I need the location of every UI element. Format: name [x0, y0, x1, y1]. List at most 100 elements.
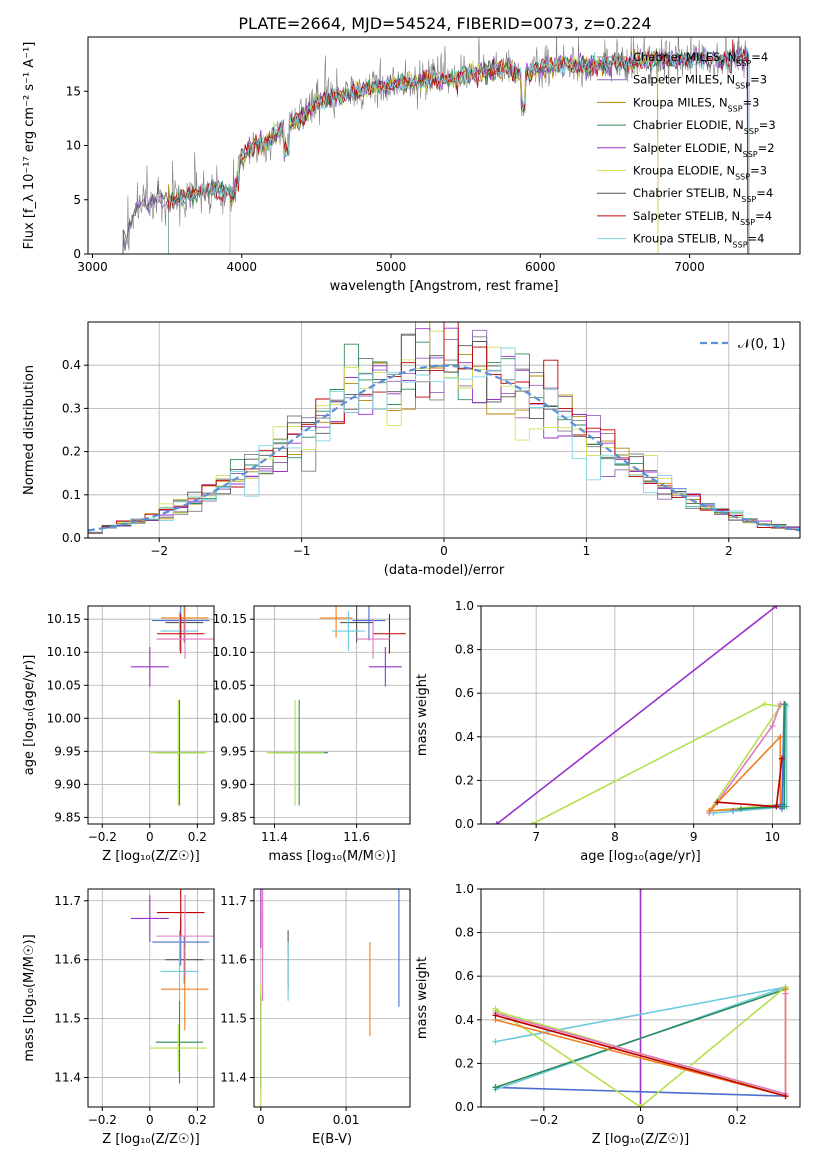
y-tick-label: 0.0 — [455, 817, 474, 831]
chart-residuals: −2 −1 0 1 2 0.0 0.1 0.2 0.3 0.4 (data-model)/error… — [22, 321, 801, 578]
chart-mass_vs_Z: −0.2 0 0.2 11.4 11.5 11.6 11.7 Z [log₁₀(Z/Z☉)] m… — [22, 888, 215, 1147]
y-tick-label: 0.4 — [455, 1013, 474, 1027]
weight-line — [495, 1014, 786, 1097]
axes-frame — [253, 605, 411, 825]
weight-line — [495, 1086, 786, 1097]
y-tick-label: 11.6 — [54, 953, 81, 967]
y-tick-label: 15 — [66, 84, 81, 98]
x-tick-label: −0.2 — [529, 1113, 558, 1127]
y-tick-label: 9.90 — [54, 777, 81, 791]
weight-marker — [493, 821, 500, 824]
x-axis-label: wavelength [Angstrom, rest frame] — [330, 279, 559, 294]
weight-marker — [637, 1104, 644, 1107]
y-tick-label: 11.7 — [220, 894, 247, 908]
weight-marker — [492, 1012, 499, 1019]
y-tick-label: 1.0 — [455, 882, 474, 896]
x-tick-label: 0 — [257, 1113, 265, 1127]
weight-marker — [782, 701, 789, 708]
weight-marker — [714, 799, 721, 806]
weight-marker — [777, 733, 784, 740]
weight-marker — [529, 821, 536, 824]
x-tick-label: 11.6 — [343, 830, 370, 844]
weight-line — [708, 734, 782, 812]
weight-marker — [778, 755, 785, 762]
x-axis-label: age [log₁₀(age/yr)] — [580, 849, 701, 864]
y-tick-label: 11.5 — [220, 1012, 247, 1026]
y-tick-label: 0 — [73, 247, 81, 261]
y-axis-label: Normed distribution — [22, 365, 37, 495]
axes-frame — [253, 888, 411, 1108]
plot-area — [122, 37, 750, 254]
y-tick-label: 0.6 — [455, 969, 474, 983]
plot-area — [130, 606, 214, 806]
y-tick-label: 9.85 — [54, 810, 81, 824]
x-tick-label: 2 — [725, 544, 733, 558]
weight-line — [713, 706, 788, 814]
x-tick-label: −1 — [293, 544, 311, 558]
y-tick-label: 9.95 — [220, 744, 247, 758]
legend-entry: Chabrier MILES, NSSP=4 — [633, 50, 768, 68]
axes-frame — [87, 888, 215, 1108]
y-tick-label: 0.2 — [455, 1056, 474, 1070]
chart-spectrum: 3000 4000 5000 6000 7000 0 5 10 15 wavelength [An… — [22, 36, 801, 294]
weight-marker — [710, 810, 717, 817]
x-tick-label: 0.2 — [728, 1113, 747, 1127]
x-axis-label: mass [log₁₀(M/M☉)] — [268, 849, 395, 864]
legend-entry: 𝒩(0, 1) — [738, 337, 785, 352]
x-axis-label: (data-model)/error — [384, 563, 505, 578]
y-tick-label: 0.0 — [455, 1100, 474, 1114]
weight-marker — [773, 606, 780, 609]
legend-entry: Kroupa STELIB, NSSP=4 — [633, 232, 764, 250]
chart-mass_vs_EBV: 0 0.01 11.4 11.5 11.6 11.7 E(B-V) — [220, 888, 411, 1147]
x-tick-label: 0 — [146, 1113, 154, 1127]
weight-marker — [492, 1084, 499, 1091]
weight-line — [531, 703, 782, 824]
y-tick-label: 0.0 — [62, 531, 81, 545]
weight-marker — [737, 805, 744, 812]
y-tick-label: 0.8 — [455, 926, 474, 940]
y-tick-label: 0.4 — [455, 730, 474, 744]
weight-marker — [761, 701, 768, 708]
weight-marker — [769, 722, 776, 729]
x-tick-label: 0 — [637, 1113, 645, 1127]
x-tick-label: 4000 — [226, 260, 257, 274]
axes-frame — [87, 605, 215, 825]
x-tick-label: 3000 — [77, 260, 108, 274]
x-tick-label: 6000 — [525, 260, 556, 274]
y-tick-label: 10.15 — [213, 612, 247, 626]
y-tick-label: 10.10 — [47, 645, 81, 659]
legend-entry: Salpeter MILES, NSSP=3 — [633, 73, 767, 91]
y-axis-label: age [log₁₀(age/yr)] — [22, 655, 37, 776]
chart-weight_vs_age: 7 8 9 10 0.0 0.2 0.4 0.6 0.8 1.0 age [log₁₀(age/yr… — [415, 599, 801, 864]
y-tick-label: 0.6 — [455, 686, 474, 700]
x-axis-label: Z [log₁₀(Z/Z☉)] — [102, 1132, 199, 1147]
legend-entry: Chabrier STELIB, NSSP=4 — [633, 186, 773, 204]
y-tick-label: 0.4 — [62, 358, 81, 372]
y-tick-label: 11.6 — [220, 953, 247, 967]
plot-area — [260, 889, 400, 1107]
y-axis-label: mass weight — [415, 957, 430, 1039]
x-axis-label: Z [log₁₀(Z/Z☉)] — [102, 849, 199, 864]
y-tick-label: 11.4 — [54, 1071, 81, 1085]
x-tick-label: 9 — [690, 830, 698, 844]
weight-line — [496, 606, 777, 824]
weight-line — [732, 704, 785, 812]
axes-frame — [480, 605, 801, 825]
y-tick-label: 10.15 — [47, 612, 81, 626]
x-tick-label: 0 — [440, 544, 448, 558]
x-tick-label: 0.2 — [188, 1113, 207, 1127]
chart-age_vs_mass: 11.4 11.6 9.85 9.90 9.95 10.00 10.05 10.10 10.15… — [213, 605, 411, 864]
legend-entry: Kroupa ELODIE, NSSP=3 — [633, 164, 767, 182]
x-axis-label: Z [log₁₀(Z/Z☉)] — [592, 1132, 689, 1147]
x-tick-label: −2 — [150, 544, 168, 558]
chart-age_vs_Z: −0.2 0 0.2 9.85 9.90 9.95 10.00 10.05 10.10 10.15… — [22, 605, 215, 864]
legend-entry: Salpeter STELIB, NSSP=4 — [633, 209, 772, 227]
y-axis-label: Flux [f_λ 10⁻¹⁷ erg cm⁻² s⁻¹ A⁻¹] — [22, 42, 37, 250]
y-axis-label: mass [log₁₀(M/M☉)] — [22, 934, 37, 1061]
y-tick-label: 0.2 — [455, 773, 474, 787]
x-tick-label: 11.4 — [261, 830, 288, 844]
weight-marker — [706, 807, 713, 814]
weight-marker — [782, 1093, 789, 1100]
figure-title: PLATE=2664, MJD=54524, FIBERID=0073, z=0… — [238, 14, 651, 33]
x-tick-label: 0.01 — [333, 1113, 360, 1127]
